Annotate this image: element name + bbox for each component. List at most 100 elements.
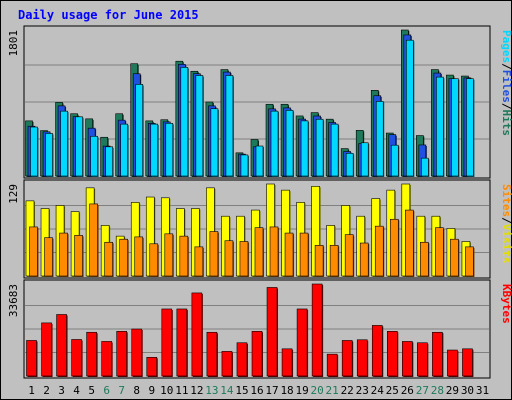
chart-title: Daily usage for June 2015 — [18, 8, 199, 22]
kbytes-bar — [56, 314, 67, 377]
legend-files: Files — [500, 70, 512, 103]
day-label: 1 — [28, 384, 35, 397]
legend-separator: / — [500, 217, 512, 224]
day-label: 5 — [88, 384, 95, 397]
day-label: 30 — [461, 384, 474, 397]
day-label: 2 — [43, 384, 50, 397]
day-label: 6 — [103, 384, 110, 397]
sites-bar — [164, 233, 174, 277]
day-label: 22 — [341, 384, 354, 397]
sites-bar — [224, 240, 234, 277]
kbytes-bar — [356, 339, 368, 377]
panel-2-max-label: 33683 — [7, 284, 20, 317]
day-label: 12 — [190, 384, 203, 397]
kbytes-bar — [41, 322, 52, 377]
kbytes-bar — [386, 331, 398, 377]
sites-bar — [420, 241, 429, 277]
panel-1-legend: Sites/Visits — [500, 184, 512, 264]
sites-bar — [269, 226, 279, 277]
pages-bar — [150, 123, 159, 177]
day-label: 4 — [73, 384, 80, 397]
kbytes-bar — [447, 349, 458, 377]
pages-bar — [285, 110, 294, 177]
pages-bar — [255, 145, 264, 177]
kbytes-bar — [311, 283, 323, 377]
panel-1-max-label: 129 — [7, 184, 20, 204]
day-label: 21 — [326, 384, 339, 397]
kbytes-bar — [432, 331, 443, 377]
pages-bar — [180, 67, 189, 177]
kbytes-bar — [402, 341, 413, 377]
sites-bar — [209, 231, 219, 277]
pages-bar — [45, 133, 53, 177]
pages-bar — [195, 75, 204, 177]
kbytes-bar — [191, 292, 203, 377]
pages-bar — [135, 84, 144, 177]
sites-bar — [104, 241, 113, 277]
pages-bar — [436, 76, 444, 177]
day-label: 9 — [148, 384, 155, 397]
day-label: 15 — [235, 384, 248, 397]
sites-bar — [405, 209, 414, 277]
legend-separator: / — [500, 63, 512, 70]
pages-bar — [90, 135, 98, 177]
legend-hits: Hits — [500, 110, 512, 137]
sites-bar — [465, 246, 474, 277]
kbytes-bar — [206, 331, 218, 377]
pages-bar — [345, 153, 354, 177]
kbytes-bar — [371, 325, 383, 377]
pages-bar — [466, 78, 474, 177]
kbytes-bar — [462, 348, 473, 377]
kbytes-bar — [221, 351, 233, 377]
pages-bar — [120, 123, 128, 177]
kbytes-bar — [161, 308, 173, 377]
sites-bar — [329, 245, 339, 277]
sites-bar — [254, 227, 264, 277]
pages-bar — [270, 110, 279, 177]
sites-bar — [450, 238, 459, 277]
pages-bar — [75, 116, 83, 177]
sites-bar — [344, 234, 354, 277]
sites-bar — [314, 245, 324, 277]
kbytes-bar — [71, 339, 82, 377]
pages-bar — [210, 108, 219, 177]
pages-bar — [165, 123, 174, 177]
day-label: 20 — [311, 384, 324, 397]
kbytes-bar — [417, 342, 428, 377]
kbytes-bar — [176, 308, 188, 377]
pages-bar — [360, 142, 369, 177]
pages-bar — [375, 101, 384, 177]
sites-bar — [74, 235, 83, 277]
pages-bar — [105, 146, 113, 177]
day-label: 10 — [160, 384, 173, 397]
kbytes-bar — [26, 340, 37, 377]
panel-0-legend: Pages/Files/Hits — [500, 30, 512, 136]
sites-bar — [435, 227, 444, 277]
sites-bar — [299, 232, 309, 277]
day-label: 7 — [118, 384, 125, 397]
sites-bar — [194, 246, 204, 277]
pages-bar — [421, 157, 429, 177]
legend-visits: Visits — [500, 224, 512, 264]
day-label: 24 — [371, 384, 385, 397]
kbytes-bar — [341, 340, 353, 377]
sites-bar — [359, 242, 369, 277]
kbytes-bar — [131, 328, 143, 377]
day-label: 14 — [220, 384, 234, 397]
pages-bar — [240, 154, 249, 177]
day-label: 27 — [416, 384, 429, 397]
day-label: 13 — [205, 384, 218, 397]
sites-bar — [119, 238, 128, 277]
day-label: 17 — [265, 384, 278, 397]
kbytes-bar — [236, 342, 248, 377]
day-label: 28 — [431, 384, 444, 397]
day-label: 29 — [446, 384, 459, 397]
day-label: 23 — [356, 384, 369, 397]
kbytes-bar — [101, 341, 112, 377]
sites-bar — [179, 235, 189, 277]
kbytes-bar — [86, 331, 97, 377]
sites-bar — [29, 226, 38, 277]
sites-bar — [389, 218, 399, 277]
pages-bar — [60, 110, 68, 177]
